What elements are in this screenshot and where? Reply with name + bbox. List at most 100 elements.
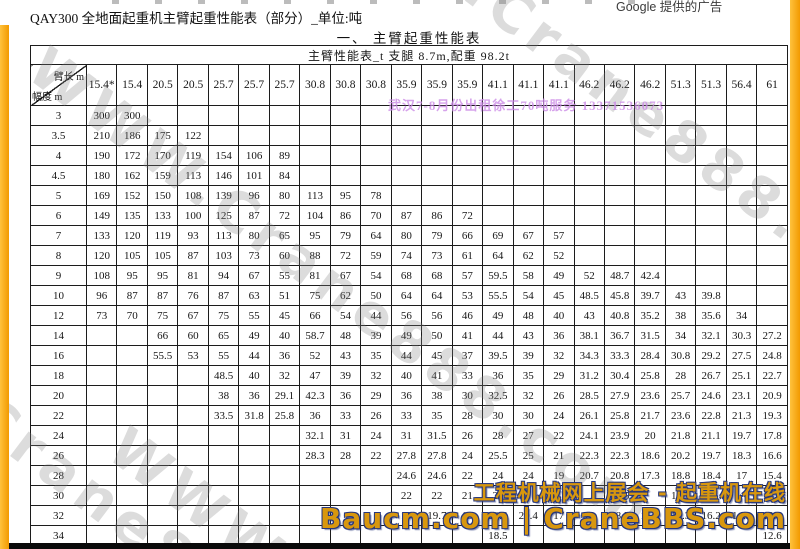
table-body: 3 300 300 3.5 210 186 175 122 4 190 172 170 119 154 10… xyxy=(30,105,788,546)
table-row: 6 149 135 133 100 125 87 72 104 86 70 87 86 72 xyxy=(30,205,788,226)
capacity-cell: 32.1 xyxy=(695,325,727,346)
capacity-cell: 26 xyxy=(543,385,575,406)
radius-cell: 16 xyxy=(30,345,87,366)
capacity-cell: 87 xyxy=(116,285,148,306)
capacity-cell: 84 xyxy=(268,165,301,186)
capacity-cell: 46 xyxy=(451,305,484,326)
capacity-cell: 24.8 xyxy=(756,345,788,366)
capacity-cell: 59 xyxy=(360,245,392,266)
capacity-cell: 24 xyxy=(360,425,392,446)
radius-cell: 10 xyxy=(30,285,87,306)
capacity-cell: 75 xyxy=(299,285,331,306)
capacity-cell: 58.7 xyxy=(299,325,331,346)
capacity-cell: 57 xyxy=(543,225,575,246)
capacity-cell xyxy=(238,425,270,446)
capacity-cell xyxy=(177,505,209,526)
capacity-cell xyxy=(268,105,301,126)
radius-cell: 28 xyxy=(30,465,87,486)
capacity-cell xyxy=(146,385,179,406)
capacity-cell xyxy=(603,205,636,226)
capacity-cell: 28.4 xyxy=(634,345,666,366)
radius-cell: 30 xyxy=(30,485,87,506)
capacity-cell: 149 xyxy=(85,205,118,226)
capacity-cell xyxy=(664,185,697,206)
capacity-cell: 68 xyxy=(390,265,423,286)
capacity-cell xyxy=(756,105,788,126)
capacity-cell: 36 xyxy=(329,385,362,406)
capacity-cell: 113 xyxy=(207,225,240,246)
capacity-cell xyxy=(756,285,788,306)
capacity-cell xyxy=(207,105,240,126)
capacity-cell: 40 xyxy=(238,365,270,386)
capacity-cell: 25 xyxy=(512,445,545,466)
capacity-cell xyxy=(207,445,240,466)
capacity-cell: 55.5 xyxy=(146,345,179,366)
capacity-cell: 25.8 xyxy=(268,405,301,426)
capacity-cell xyxy=(634,145,666,166)
capacity-cell: 89 xyxy=(268,145,301,166)
capacity-cell xyxy=(116,425,148,446)
capacity-cell: 139 xyxy=(207,185,240,206)
table-row: 14 66 60 65 49 40 58.7 48 39 49 50 41 44 43 36 38.1 36.7… xyxy=(30,325,788,346)
capacity-cell xyxy=(451,165,484,186)
capacity-cell: 125 xyxy=(207,205,240,226)
capacity-cell: 48.7 xyxy=(603,265,636,286)
capacity-cell xyxy=(451,125,484,146)
capacity-cell: 21 xyxy=(543,445,575,466)
capacity-cell: 65 xyxy=(207,325,240,346)
capacity-cell: 38 xyxy=(207,385,240,406)
capacity-cell: 74 xyxy=(390,245,423,266)
capacity-cell xyxy=(177,465,209,486)
capacity-cell: 22.3 xyxy=(573,445,605,466)
capacity-cell xyxy=(573,125,605,146)
capacity-cell: 31.5 xyxy=(634,325,666,346)
capacity-cell xyxy=(573,165,605,186)
capacity-cell: 122 xyxy=(177,125,209,146)
capacity-cell: 31.5 xyxy=(421,425,453,446)
table-row: 4 190 172 170 119 154 106 89 xyxy=(30,145,788,166)
capacity-cell xyxy=(725,185,758,206)
boom-length-header: 46.2 xyxy=(603,64,636,106)
capacity-cell xyxy=(238,105,270,126)
capacity-cell: 53 xyxy=(451,285,484,306)
capacity-cell: 18.3 xyxy=(725,445,758,466)
capacity-cell: 103 xyxy=(207,245,240,266)
capacity-cell: 32 xyxy=(512,385,545,406)
capacity-cell xyxy=(695,245,727,266)
radius-cell: 8 xyxy=(30,245,87,266)
capacity-cell: 28 xyxy=(664,365,697,386)
boom-length-header: 51.3 xyxy=(695,64,727,106)
capacity-cell: 73 xyxy=(421,245,453,266)
capacity-cell: 80 xyxy=(238,225,270,246)
capacity-cell xyxy=(573,225,605,246)
banner-site-urls: Baucm.com | CraneBBS.com xyxy=(320,502,786,536)
capacity-cell: 55 xyxy=(207,345,240,366)
capacity-cell: 30.3 xyxy=(725,325,758,346)
capacity-cell: 52 xyxy=(299,345,331,366)
capacity-cell: 27.8 xyxy=(390,445,423,466)
capacity-cell: 28.3 xyxy=(299,445,331,466)
capacity-cell: 50 xyxy=(360,285,392,306)
capacity-cell: 172 xyxy=(116,145,148,166)
capacity-cell: 26 xyxy=(360,405,392,426)
table-row: 12 73 70 75 67 75 55 45 66 54 44 56 56 46 49 48 40 43 40.8… xyxy=(30,305,788,326)
capacity-cell: 33.3 xyxy=(603,345,636,366)
capacity-cell xyxy=(756,265,788,286)
capacity-cell xyxy=(146,425,179,446)
capacity-cell: 63 xyxy=(238,285,270,306)
capacity-cell: 50 xyxy=(421,325,453,346)
capacity-cell: 33 xyxy=(329,405,362,426)
capacity-cell: 27.2 xyxy=(756,325,788,346)
capacity-cell: 36 xyxy=(238,385,270,406)
boom-length-header: 51.3 xyxy=(664,64,697,106)
capacity-cell: 20.4 xyxy=(512,505,545,526)
capacity-cell: 20.2 xyxy=(664,445,697,466)
boom-length-header: 35.9 xyxy=(451,64,484,106)
capacity-cell: 150 xyxy=(146,185,179,206)
capacity-cell: 100 xyxy=(177,205,209,226)
capacity-cell: 24.1 xyxy=(573,425,605,446)
capacity-cell: 55 xyxy=(268,265,301,286)
capacity-cell xyxy=(238,505,270,526)
capacity-cell: 86 xyxy=(329,205,362,226)
capacity-cell xyxy=(695,265,727,286)
